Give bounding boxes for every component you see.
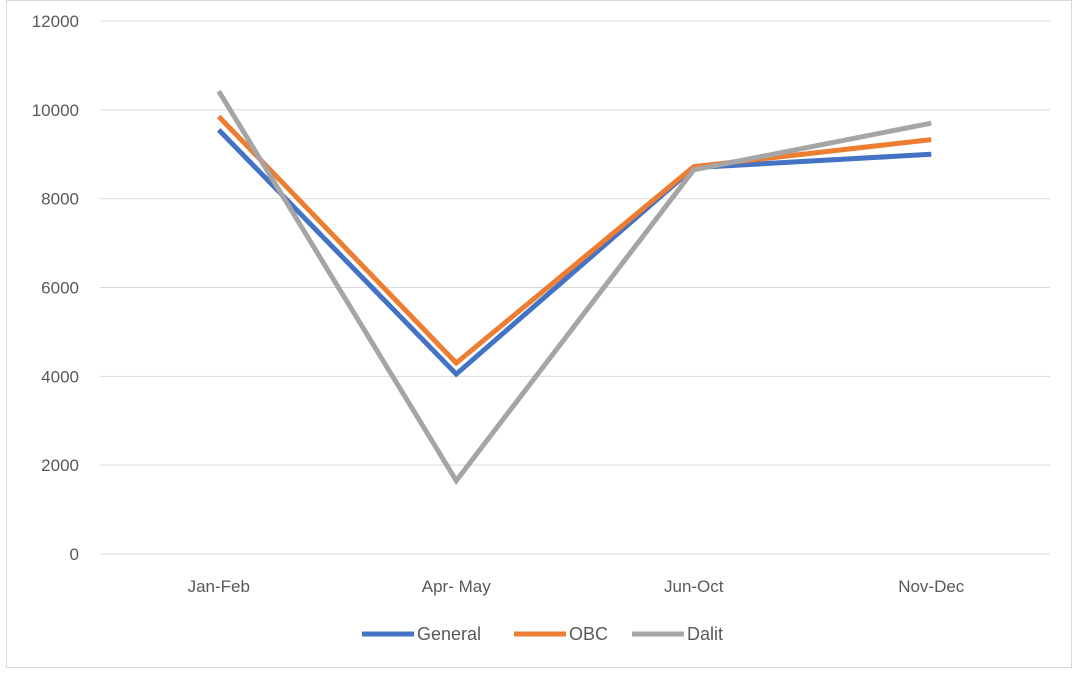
- series-line-dalit: [216, 89, 932, 486]
- chart-frame: [6, 0, 1072, 668]
- x-axis-categories: Jan-Feb Apr- May Jun-Oct Nov-Dec: [188, 577, 965, 596]
- legend-label-obc: OBC: [569, 624, 608, 644]
- y-tick-label: 4000: [41, 367, 79, 386]
- gridlines: [100, 20, 1050, 555]
- x-category-label: Apr- May: [422, 577, 491, 596]
- y-tick-label: 8000: [41, 190, 79, 209]
- y-tick-label: 0: [70, 545, 79, 564]
- x-category-label: Jun-Oct: [664, 577, 724, 596]
- series-line-obc: [216, 114, 932, 367]
- y-axis-ticks: 0 2000 4000 6000 8000 10000 12000: [32, 12, 79, 564]
- series-lines: [216, 89, 932, 486]
- y-tick-label: 2000: [41, 456, 79, 475]
- y-tick-label: 10000: [32, 101, 79, 120]
- series-line-general: [216, 128, 932, 378]
- legend-label-general: General: [417, 624, 481, 644]
- y-tick-label: 12000: [32, 12, 79, 31]
- y-tick-label: 6000: [41, 279, 79, 298]
- legend-label-dalit: Dalit: [687, 624, 723, 644]
- x-category-label: Nov-Dec: [898, 577, 965, 596]
- x-category-label: Jan-Feb: [188, 577, 250, 596]
- legend: General OBC Dalit: [362, 624, 723, 644]
